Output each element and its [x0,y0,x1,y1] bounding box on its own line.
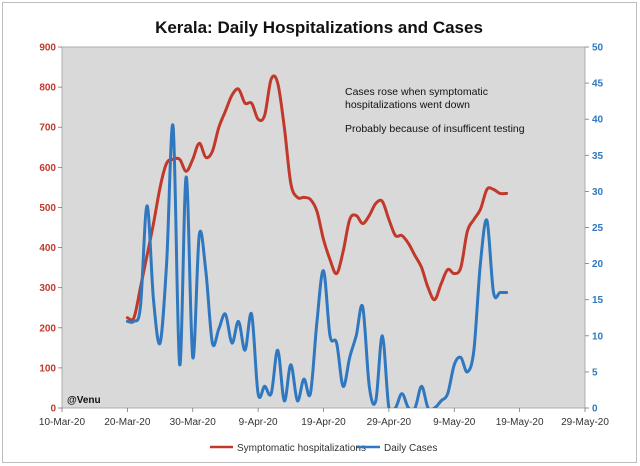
x-tick-label: 9-Apr-20 [239,417,278,428]
right-tick-label: 45 [592,79,604,90]
left-tick-label: 200 [39,323,56,334]
x-tick-label: 20-Mar-20 [104,417,151,428]
right-axis: 0 5 10 15 20 25 30 35 40 45 50 [585,43,604,415]
left-tick-label: 600 [39,163,56,174]
right-tick-label: 30 [592,187,604,198]
x-tick-label: 9-May-20 [433,417,476,428]
legend: Symptomatic hospitalizations Daily Cases [210,443,437,454]
left-tick-label: 0 [50,404,56,415]
series-line-daily-cases [125,123,509,408]
right-tick-label: 35 [592,151,604,162]
x-axis: 10-Mar-20 20-Mar-20 30-Mar-20 9-Apr-20 19-Ap… [39,408,609,428]
right-tick-label: 15 [592,295,604,306]
legend-label-cases: Daily Cases [384,443,437,454]
right-tick-label: 10 [592,331,604,342]
x-tick-label: 29-May-20 [561,417,609,428]
annotation-line-3: Probably because of insufficent testing [345,123,525,135]
right-tick-label: 40 [592,115,604,126]
series-layer [125,74,509,408]
left-tick-label: 700 [39,123,56,134]
x-tick-label: 29-Apr-20 [367,417,412,428]
left-tick-label: 800 [39,83,56,94]
right-tick-label: 20 [592,259,604,270]
right-tick-label: 0 [592,404,598,415]
x-tick-label: 10-Mar-20 [39,417,86,428]
annotation-line-1: Cases rose when symptomatic [345,86,488,98]
legend-label-hospitalizations: Symptomatic hospitalizations [237,443,366,454]
left-axis: 0 100 200 300 400 500 600 700 800 900 [39,43,62,415]
right-tick-label: 25 [592,223,604,234]
right-tick-label: 5 [592,367,598,378]
left-tick-label: 100 [39,363,56,374]
chart-title: Kerala: Daily Hospitalizations and Cases [155,18,483,37]
x-tick-label: 19-May-20 [496,417,544,428]
watermark: @Venu [67,395,101,406]
left-tick-label: 400 [39,243,56,254]
plot-area [61,46,586,409]
x-tick-label: 30-Mar-20 [170,417,217,428]
left-tick-label: 500 [39,203,56,214]
left-tick-label: 300 [39,283,56,294]
annotation-line-2: hospitalizations went down [345,99,470,111]
x-tick-label: 19-Apr-20 [301,417,346,428]
right-tick-label: 50 [592,43,604,54]
left-tick-label: 900 [39,43,56,54]
series-line-hospitalizations [125,74,509,322]
